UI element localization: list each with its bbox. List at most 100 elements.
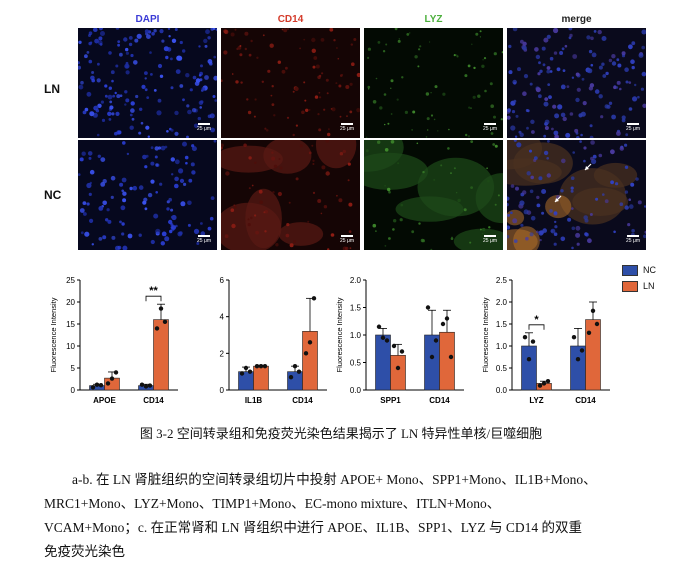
legend-item-nc: NC	[622, 262, 656, 278]
data-point	[380, 335, 386, 340]
y-tick-label: 6	[220, 276, 225, 285]
data-point	[158, 306, 164, 311]
scale-bar-line	[341, 235, 353, 237]
data-point	[440, 321, 446, 327]
y-tick-label: 20	[66, 298, 75, 307]
micrograph-ln-cd14: 25 μm	[221, 28, 360, 138]
scale-bar-label: 25 μm	[197, 126, 211, 132]
bar-ln-cd14	[439, 331, 455, 391]
data-point	[425, 305, 431, 310]
scale-bar-line	[627, 123, 639, 125]
data-point	[429, 354, 435, 360]
data-point	[530, 339, 536, 344]
scale-bar-line	[484, 123, 496, 125]
data-point	[571, 335, 577, 340]
scale-bar-line	[484, 235, 496, 237]
data-point	[154, 326, 160, 331]
data-point	[395, 365, 401, 371]
significance-marker: *	[534, 314, 539, 326]
scale-bar-label: 25 μm	[197, 238, 211, 244]
y-tick-label: 10	[66, 342, 75, 351]
channel-label-merge: merge	[561, 14, 592, 25]
scale-bar: 25 μm	[340, 123, 354, 132]
data-point	[391, 343, 397, 349]
scale-bar: 25 μm	[626, 235, 640, 244]
data-point	[109, 376, 115, 381]
data-point	[288, 374, 294, 380]
scale-bar-label: 25 μm	[483, 238, 497, 244]
y-tick-label: 0.5	[496, 364, 508, 373]
data-point	[522, 335, 528, 340]
y-tick-label: 2.5	[496, 276, 508, 285]
channel-label-lyz: LYZ	[424, 14, 443, 25]
micrograph-nc-cd14: 25 μm	[221, 140, 360, 250]
scale-bar: 25 μm	[483, 235, 497, 244]
data-point	[262, 363, 268, 369]
data-point	[90, 385, 96, 390]
x-tick-label: CD14	[575, 396, 596, 405]
y-tick-label: 1.0	[350, 331, 362, 340]
description-line-2: MRC1+Mono、LYZ+Mono、TIMP1+Mono、EC-mono mi…	[44, 496, 501, 511]
scale-bar-label: 25 μm	[340, 126, 354, 132]
significance-bracket	[528, 324, 545, 330]
figure-caption: 图 3-2 空间转录组和免疫荧光染色结果揭示了 LN 特异性单核/巨噬细胞	[139, 426, 543, 441]
data-point	[545, 379, 551, 384]
y-tick-label: 2.0	[350, 276, 362, 285]
x-tick-label: CD14	[143, 396, 164, 405]
bar-chart-3: 0.0 0.5 1.0 1.5 2.0 Fluorescence Intensity SPP…	[335, 276, 464, 405]
bar-ln-il1b	[253, 365, 269, 391]
data-point	[247, 369, 253, 374]
y-axis-label: Fluorescence Intensity	[481, 297, 490, 372]
data-point	[147, 383, 153, 388]
data-point	[399, 349, 405, 354]
bar-nc-lyz	[521, 345, 537, 391]
significance-bracket	[145, 295, 162, 302]
figure-description: a-b. 在 LN 肾脏组织的空间转录组切片中投射 APOE+ Mono、SPP…	[44, 468, 654, 564]
micrograph-nc-lyz: 25 μm	[364, 140, 503, 250]
data-point	[143, 384, 149, 389]
y-axis-label: Fluorescence Intensity	[335, 297, 344, 372]
scale-bar-line	[198, 235, 210, 237]
scale-bar: 25 μm	[626, 123, 640, 132]
data-point	[94, 382, 100, 387]
legend-swatch-nc	[622, 264, 638, 276]
data-point	[162, 319, 168, 324]
x-tick-label: CD14	[429, 396, 450, 405]
data-point	[537, 383, 543, 388]
scale-bar: 25 μm	[197, 235, 211, 244]
scale-bar: 25 μm	[483, 123, 497, 132]
scale-bar-label: 25 μm	[340, 238, 354, 244]
data-point	[586, 330, 592, 335]
legend-item-ln: LN	[622, 278, 656, 294]
description-line-4: 免疫荧光染色	[44, 544, 125, 559]
bar-nc-cd14	[424, 334, 440, 391]
y-tick-label: 5	[71, 364, 76, 373]
legend-label-ln: LN	[643, 281, 655, 291]
x-tick-label: SPP1	[380, 396, 401, 405]
micrograph-ln-lyz: 25 μm	[364, 28, 503, 138]
scale-bar: 25 μm	[340, 235, 354, 244]
bar-nc-cd14	[287, 371, 303, 391]
data-point	[594, 321, 600, 327]
y-tick-label: 15	[66, 320, 75, 329]
data-point	[384, 338, 390, 343]
y-tick-label: 2.0	[496, 298, 508, 307]
channel-label-cd14: CD14	[277, 14, 304, 25]
row-label-nc: NC	[44, 188, 62, 202]
data-point	[575, 357, 581, 362]
y-tick-label: 0	[71, 386, 76, 395]
data-point	[526, 357, 532, 362]
scale-bar-label: 25 μm	[483, 126, 497, 132]
bar-nc-spp1	[375, 334, 391, 391]
y-tick-label: 1.0	[496, 342, 508, 351]
micrograph-ln-dapi: 25 μm	[78, 28, 217, 138]
data-point	[444, 316, 450, 321]
description-line-1: a-b. 在 LN 肾脏组织的空间转录组切片中投射 APOE+ Mono、SPP…	[72, 472, 597, 487]
significance-marker: **	[149, 285, 158, 297]
x-tick-label: CD14	[292, 396, 313, 405]
scale-bar: 25 μm	[197, 123, 211, 132]
bar-nc-cd14	[570, 345, 586, 391]
legend: NC LN	[622, 262, 656, 294]
data-point	[311, 296, 317, 301]
legend-label-nc: NC	[643, 265, 656, 275]
